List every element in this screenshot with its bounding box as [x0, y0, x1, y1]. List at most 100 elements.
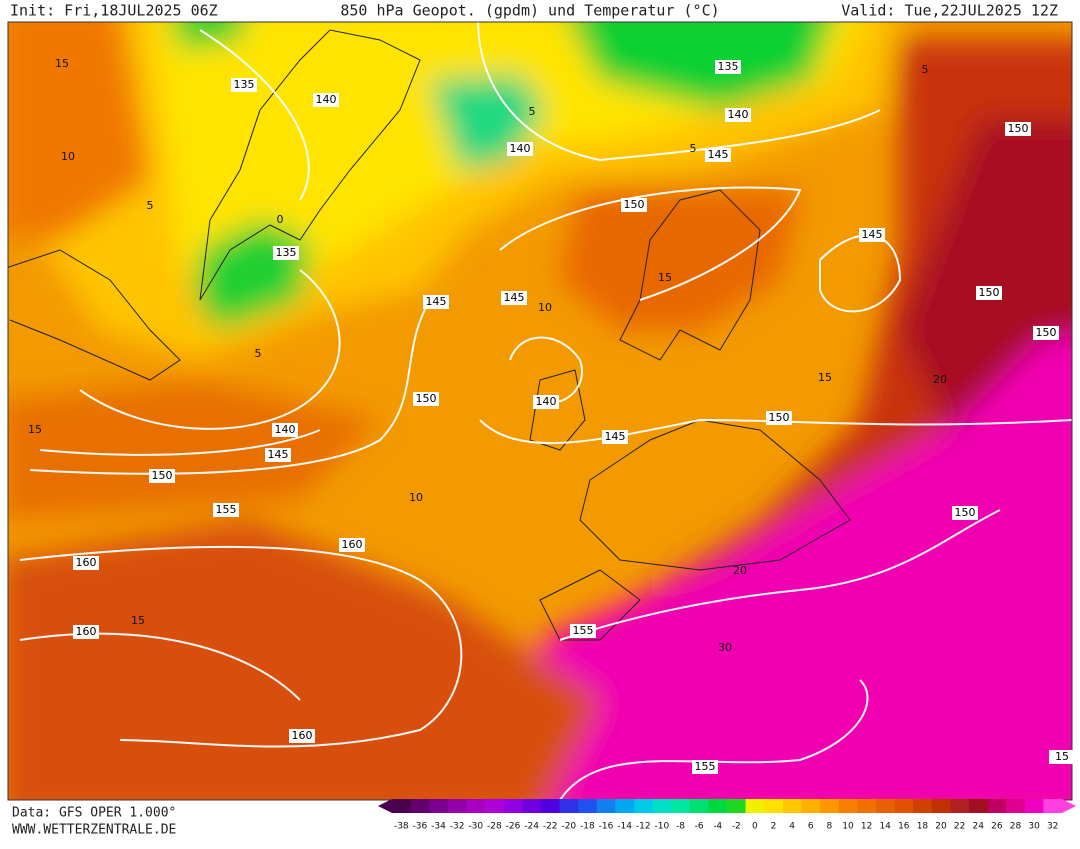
contour-label-box — [570, 624, 596, 638]
color-swatch — [820, 799, 840, 813]
scale-label: -4 — [713, 822, 722, 832]
color-swatch — [727, 799, 747, 813]
geopotential-label: 140 — [275, 423, 296, 436]
temperature-label: 10 — [538, 301, 552, 314]
color-swatch — [485, 799, 505, 813]
contour-label-box — [231, 78, 257, 92]
geopotential-label: 150 — [769, 411, 790, 424]
temperature-label: 0 — [277, 213, 284, 226]
color-swatch — [838, 799, 858, 813]
geopotential-label: 145 — [708, 148, 729, 161]
temperature-label: 5 — [147, 199, 154, 212]
scale-label: 18 — [917, 822, 929, 832]
scale-label: 0 — [752, 822, 758, 832]
contour-label-box — [73, 556, 99, 570]
temperature-label: 15 — [658, 271, 672, 284]
contour-label-box — [289, 729, 315, 743]
color-swatch — [950, 799, 970, 813]
map — [8, 22, 1072, 800]
contour-label-box — [692, 760, 718, 774]
color-swatch — [1043, 799, 1063, 813]
temperature-label: 15 — [818, 371, 832, 384]
geopotential-label: 140 — [728, 108, 749, 121]
scale-label: -36 — [413, 822, 428, 832]
geopotential-label: 150 — [416, 392, 437, 405]
valid-time: Valid: Tue,22JUL2025 12Z — [841, 2, 1058, 20]
scale-label: -16 — [599, 822, 614, 832]
temperature-label: 20 — [733, 564, 747, 577]
geopotential-label: 135 — [234, 78, 255, 91]
scale-label: -14 — [617, 822, 632, 832]
contour-label-box — [859, 228, 885, 242]
temperature-label: 15 — [131, 614, 145, 627]
website: WWW.WETTERZENTRALE.DE — [12, 823, 176, 838]
contour-label-box — [413, 392, 439, 406]
color-swatch — [708, 799, 728, 813]
scale-label: -10 — [655, 822, 670, 832]
temperature-label: 10 — [61, 150, 75, 163]
scale-label: -22 — [543, 822, 558, 832]
geopotential-label: 150 — [152, 469, 173, 482]
color-swatch — [559, 799, 579, 813]
scale-label: -2 — [732, 822, 741, 832]
scale-label: -30 — [468, 822, 483, 832]
scale-label: 24 — [973, 822, 985, 832]
geopotential-label: 145 — [426, 295, 447, 308]
geopotential-label: 140 — [536, 395, 557, 408]
color-swatch — [764, 799, 784, 813]
contour-label-box — [533, 395, 559, 409]
color-swatch — [913, 799, 933, 813]
map-title: 850 hPa Geopot. (gpdm) und Temperatur (°… — [340, 2, 719, 20]
temperature-label: 20 — [933, 373, 947, 386]
color-swatch — [392, 799, 412, 813]
contour-label-box — [273, 246, 299, 260]
geopotential-label: 155 — [216, 503, 237, 516]
color-swatch — [633, 799, 654, 813]
color-swatch — [447, 799, 467, 813]
color-swatch — [503, 799, 523, 813]
scale-label: -32 — [450, 822, 465, 832]
geopotential-label: 145 — [268, 448, 289, 461]
geopotential-label: 160 — [76, 556, 97, 569]
scale-label: 16 — [898, 822, 910, 832]
geopotential-label: 160 — [292, 729, 313, 742]
scale-label: 22 — [954, 822, 965, 832]
scale-label: 12 — [861, 822, 872, 832]
color-swatch — [578, 799, 598, 813]
color-swatch — [652, 799, 672, 813]
contour-label-box — [602, 430, 628, 444]
scale-label: -8 — [676, 822, 685, 832]
temperature-label: 5 — [690, 142, 697, 155]
geopotential-label: 150 — [1036, 326, 1057, 339]
geopotential-label: 150 — [979, 286, 1000, 299]
geopotential-label: 160 — [342, 538, 363, 551]
contour-label-box — [621, 198, 647, 212]
contour-label-box — [313, 93, 339, 107]
color-swatch — [410, 799, 430, 813]
geopotential-label: 155 — [573, 624, 594, 637]
scale-arrow — [378, 799, 392, 813]
geopotential-label: 140 — [316, 93, 337, 106]
color-swatch — [931, 799, 951, 813]
geopotential-label: 150 — [955, 506, 976, 519]
contour-label-box — [705, 148, 731, 162]
color-swatch — [745, 799, 765, 813]
contour-label-box — [507, 142, 533, 156]
color-swatch — [522, 799, 542, 813]
geopotential-label: 145 — [605, 430, 626, 443]
scale-label: 32 — [1047, 822, 1058, 832]
color-swatch — [857, 799, 877, 813]
scale-label: 14 — [879, 822, 891, 832]
contour-label-box — [272, 423, 298, 437]
scale-label: 26 — [991, 822, 1003, 832]
scale-label: -12 — [636, 822, 651, 832]
scale-label: -38 — [394, 822, 409, 832]
color-swatch — [540, 799, 560, 813]
geopotential-label: 155 — [695, 760, 716, 773]
contour-label-box — [149, 469, 175, 483]
temperature-label: 5 — [922, 63, 929, 76]
color-swatch — [987, 799, 1007, 813]
geopotential-label: 145 — [862, 228, 883, 241]
scale-label: -6 — [695, 822, 704, 832]
scale-label: -18 — [580, 822, 595, 832]
